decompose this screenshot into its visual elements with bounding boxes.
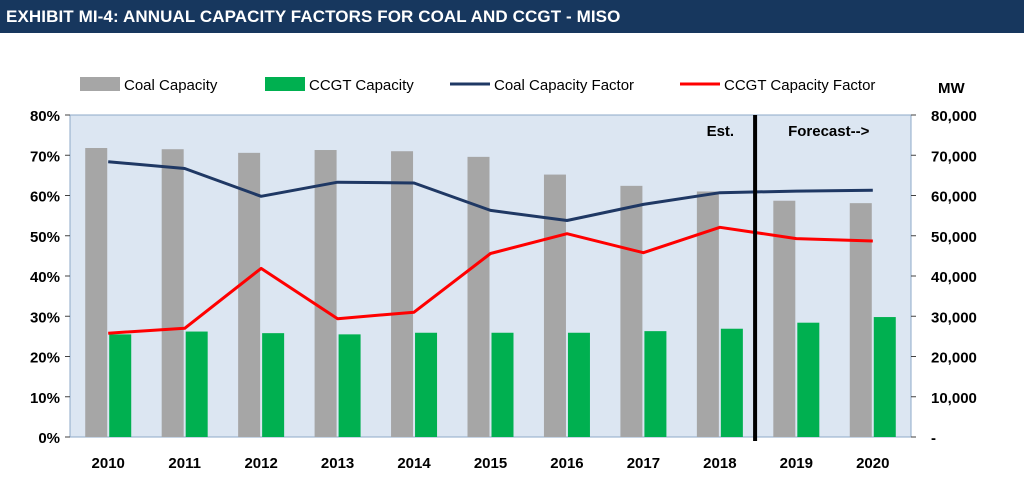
ccgt-capacity-bar: [109, 334, 132, 437]
coal-capacity-bar: [696, 191, 719, 437]
coal-capacity-bar: [543, 174, 566, 437]
legend-swatch: [265, 77, 305, 91]
ccgt-capacity-bar: [262, 333, 285, 437]
ccgt-capacity-bar: [644, 331, 667, 437]
coal-capacity-bar: [85, 148, 108, 437]
right-tick-label: 50,000: [931, 229, 977, 246]
left-tick-label: 40%: [30, 269, 60, 286]
left-tick-label: 60%: [30, 189, 60, 206]
right-tick-label: 30,000: [931, 309, 977, 326]
estimate-label: Est.: [707, 123, 735, 140]
right-tick-label: 20,000: [931, 350, 977, 367]
x-tick-label: 2013: [321, 455, 354, 472]
x-tick-label: 2020: [856, 455, 889, 472]
right-tick-label: 80,000: [931, 108, 977, 125]
left-tick-label: 70%: [30, 148, 60, 165]
x-tick-label: 2010: [92, 455, 125, 472]
ccgt-capacity-bar: [415, 332, 438, 437]
left-tick-label: 0%: [38, 430, 60, 447]
x-tick-label: 2016: [550, 455, 583, 472]
forecast-label: Forecast-->: [788, 123, 870, 140]
x-tick-label: 2019: [780, 455, 813, 472]
right-tick-label: 70,000: [931, 148, 977, 165]
coal-capacity-bar: [467, 156, 490, 438]
ccgt-capacity-bar: [567, 332, 590, 437]
x-tick-label: 2014: [397, 455, 431, 472]
left-tick-label: 50%: [30, 229, 60, 246]
right-tick-label: -: [931, 430, 936, 447]
x-tick-label: 2018: [703, 455, 736, 472]
ccgt-capacity-bar: [338, 334, 361, 437]
left-tick-label: 10%: [30, 390, 60, 407]
left-tick-label: 30%: [30, 309, 60, 326]
legend-label: CCGT Capacity Factor: [724, 77, 875, 94]
legend-label: CCGT Capacity: [309, 77, 414, 94]
ccgt-capacity-bar: [797, 322, 820, 437]
legend-label: Coal Capacity Factor: [494, 77, 634, 94]
coal-capacity-bar: [391, 151, 414, 437]
right-tick-label: 60,000: [931, 189, 977, 206]
ccgt-capacity-bar: [873, 317, 896, 437]
x-tick-label: 2011: [168, 455, 201, 472]
coal-capacity-bar: [620, 185, 643, 437]
coal-capacity-bar: [314, 150, 337, 437]
legend-label: Coal Capacity: [124, 77, 218, 94]
right-tick-label: 40,000: [931, 269, 977, 286]
plot-area: [69, 114, 912, 438]
right-axis-label: MW: [938, 80, 965, 97]
left-tick-label: 80%: [30, 108, 60, 125]
exhibit-title: EXHIBIT MI-4: ANNUAL CAPACITY FACTORS FO…: [0, 0, 1024, 33]
coal-capacity-bar: [849, 203, 872, 437]
coal-capacity-bar: [161, 149, 184, 437]
ccgt-capacity-bar: [491, 332, 514, 437]
left-tick-label: 20%: [30, 350, 60, 367]
ccgt-capacity-bar: [185, 331, 208, 437]
x-tick-label: 2012: [244, 455, 277, 472]
coal-capacity-bar: [238, 152, 261, 437]
x-tick-label: 2015: [474, 455, 507, 472]
right-tick-label: 10,000: [931, 390, 977, 407]
ccgt-capacity-bar: [720, 328, 743, 437]
x-tick-label: 2017: [627, 455, 660, 472]
coal-capacity-bar: [773, 200, 796, 437]
legend-swatch: [80, 77, 120, 91]
